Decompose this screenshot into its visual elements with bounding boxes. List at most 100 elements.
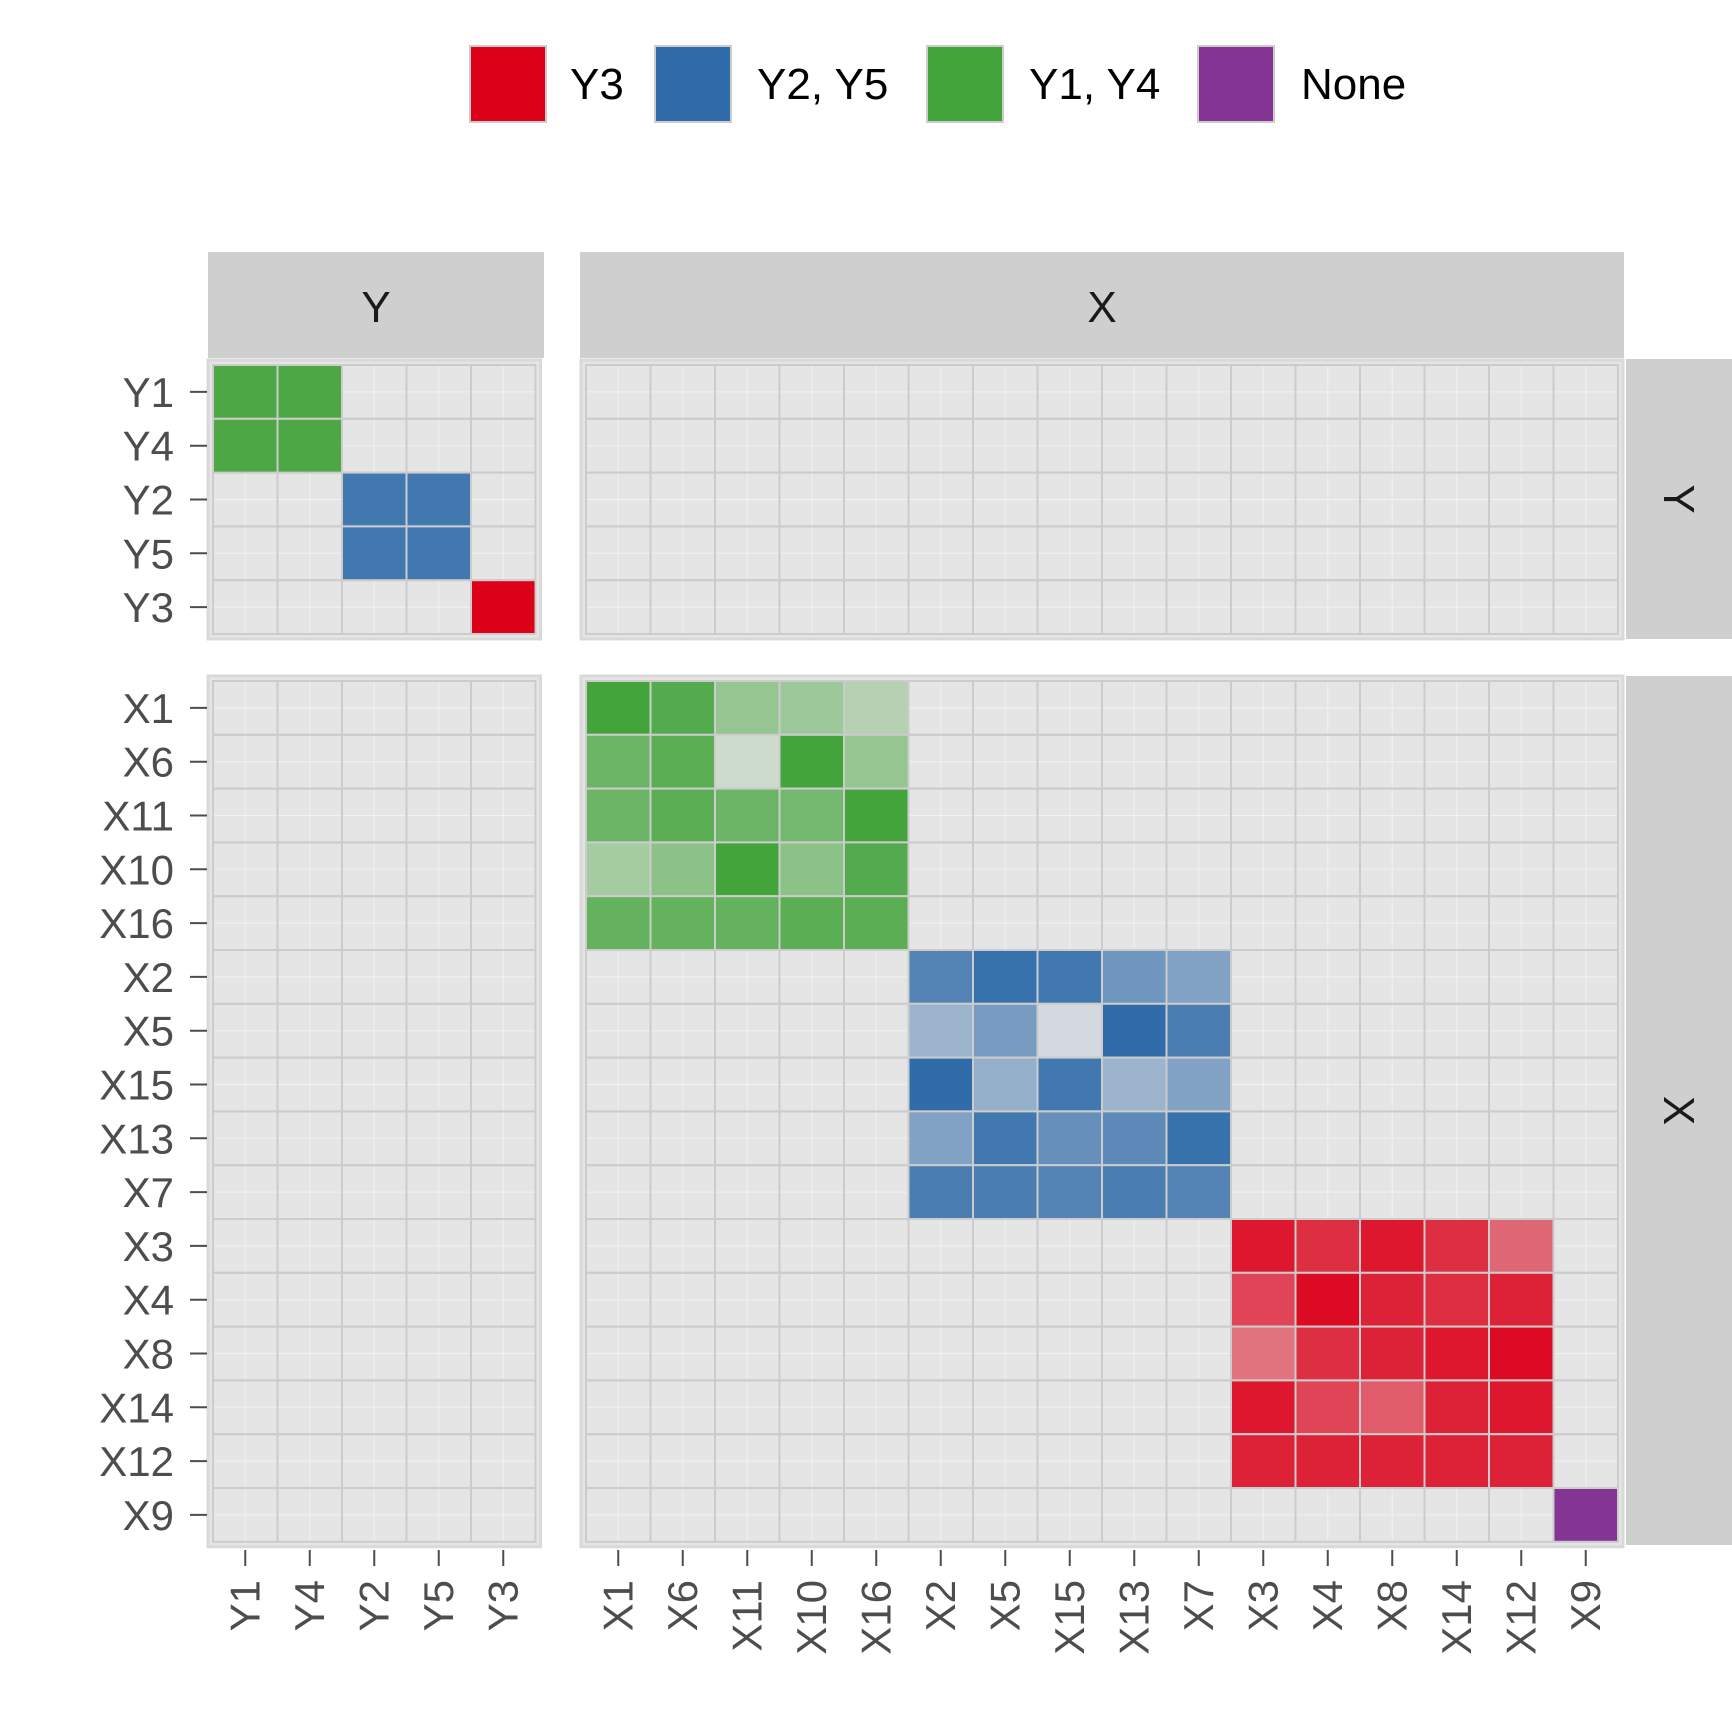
heatmap-cell-X3-X14 <box>1423 1218 1490 1274</box>
heatmap-cell-X16-X1 <box>585 895 652 952</box>
heatmap-cell-X13-X5 <box>972 1110 1039 1167</box>
legend-label-1: Y2, Y5 <box>757 60 888 109</box>
x-tick-label-X16: X16 <box>852 1580 899 1655</box>
y-tick-label-X11: X11 <box>102 793 174 840</box>
x-tick-label-X3: X3 <box>1239 1580 1286 1631</box>
heatmap-cell-X3-X12 <box>1488 1218 1555 1274</box>
y-tick-label-X12: X12 <box>99 1438 174 1485</box>
heatmap-cell-Y2-Y2 <box>341 471 408 528</box>
top-strip-label-X: X <box>1087 283 1116 332</box>
heatmap-cell-X14-X14 <box>1423 1379 1490 1436</box>
legend: Y3 Y2, Y5 Y1, Y4 None <box>469 45 1406 123</box>
heatmap-cell-X4-X3 <box>1230 1271 1297 1328</box>
heatmap-cell-X6-X6 <box>649 733 716 790</box>
heatmap-cell-X2-X2 <box>907 949 974 1005</box>
x-tick-label-X15: X15 <box>1046 1580 1093 1655</box>
x-tick-label-X9: X9 <box>1562 1580 1609 1631</box>
heatmap-cell-X6-X1 <box>585 733 652 790</box>
heatmap-cell-X8-X14 <box>1423 1325 1490 1382</box>
heatmap-cell-X10-X1 <box>585 841 652 898</box>
x-tick-label-X14: X14 <box>1433 1580 1480 1655</box>
grid-cell <box>1552 579 1619 636</box>
x-tick-label-X12: X12 <box>1497 1580 1544 1655</box>
heatmap-cell-X12-X3 <box>1230 1433 1297 1489</box>
heatmap-cell-X13-X7 <box>1165 1110 1232 1167</box>
heatmap-cell-X10-X16 <box>843 841 910 898</box>
legend-swatch-2 <box>926 45 1004 123</box>
side-strip-X <box>1626 676 1732 1545</box>
y-tick-label-X8: X8 <box>123 1331 174 1378</box>
heatmap-cell-X3-X4 <box>1294 1218 1361 1274</box>
heatmap-cell-X11-X11 <box>714 787 781 844</box>
legend-label-0: Y3 <box>570 60 624 109</box>
heatmap-cell-X16-X16 <box>843 895 910 952</box>
y-tick-label-Y3: Y3 <box>123 584 174 631</box>
y-tick-label-Y4: Y4 <box>123 423 174 470</box>
heatmap-cell-X8-X8 <box>1359 1325 1426 1382</box>
heatmap-cell-X10-X10 <box>778 841 845 898</box>
x-tick-label-X8: X8 <box>1368 1580 1415 1631</box>
x-tick-label-X11: X11 <box>723 1580 770 1652</box>
heatmap-cell-X1-X10 <box>778 680 845 736</box>
y-tick-label-X3: X3 <box>123 1223 174 1270</box>
x-tick-label-Y5: Y5 <box>415 1580 462 1631</box>
x-tick-label-X2: X2 <box>917 1580 964 1631</box>
heatmap-cell-X10-X6 <box>649 841 716 898</box>
heatmap-cell-X7-X5 <box>972 1164 1039 1220</box>
top-strip-X <box>580 252 1624 358</box>
legend-swatch-3 <box>1197 45 1275 123</box>
heatmap-cell-X4-X14 <box>1423 1271 1490 1328</box>
heatmap-cell-X7-X13 <box>1101 1164 1168 1220</box>
heatmap-cell-X5-X13 <box>1101 1002 1168 1059</box>
heatmap-cell-X14-X3 <box>1230 1379 1297 1436</box>
x-tick-label-X4: X4 <box>1304 1580 1351 1631</box>
heatmap-cell-X3-X3 <box>1230 1218 1297 1274</box>
x-axis-ticks: Y1 Y4 Y2 Y5 Y3 X1 X6 X11 X10 X16 X2 X5 X15 X13 X7 X3 X4 X… <box>221 1550 1609 1655</box>
heatmap-cell-X16-X10 <box>778 895 845 952</box>
heatmap-cell-Y5-Y2 <box>341 525 408 582</box>
heatmap-cell-X5-X2 <box>907 1002 974 1059</box>
heatmap-cell-X13-X15 <box>1036 1110 1103 1167</box>
y-tick-label-Y1: Y1 <box>123 369 174 416</box>
heatmap-cell-Y4-Y4 <box>276 417 343 474</box>
heatmap-cell-X9-X9 <box>1552 1487 1619 1543</box>
heatmap-cell-X11-X6 <box>649 787 716 844</box>
y-tick-label-X6: X6 <box>123 739 174 786</box>
heatmap-cell-X3-X8 <box>1359 1218 1426 1274</box>
grid-cell <box>470 1487 537 1543</box>
heatmap-cell-X15-X7 <box>1165 1056 1232 1113</box>
heatmap-cell-X4-X4 <box>1294 1271 1361 1328</box>
heatmap-cell-Y1-Y4 <box>276 364 343 420</box>
y-tick-label-Y2: Y2 <box>123 477 174 524</box>
heatmap-cell-X4-X12 <box>1488 1271 1555 1328</box>
legend-swatch-1 <box>654 45 732 123</box>
x-tick-label-Y4: Y4 <box>286 1580 333 1631</box>
heatmap-cell-X12-X12 <box>1488 1433 1555 1489</box>
heatmap-cell-X12-X14 <box>1423 1433 1490 1489</box>
heatmap-cell-X6-X10 <box>778 733 845 790</box>
heatmap-cell-X1-X16 <box>843 680 910 736</box>
y-tick-label-X16: X16 <box>99 900 174 947</box>
heatmap-cell-X4-X8 <box>1359 1271 1426 1328</box>
heatmap-cell-X5-X15 <box>1036 1002 1103 1059</box>
heatmap-cell-X12-X4 <box>1294 1433 1361 1489</box>
heatmap-cell-X2-X7 <box>1165 949 1232 1005</box>
x-tick-label-X1: X1 <box>594 1580 641 1631</box>
x-tick-label-X7: X7 <box>1175 1580 1222 1631</box>
heatmap-cell-X8-X3 <box>1230 1325 1297 1382</box>
y-tick-label-X15: X15 <box>99 1062 174 1109</box>
heatmap-cell-X12-X8 <box>1359 1433 1426 1489</box>
x-tick-label-Y1: Y1 <box>221 1580 268 1631</box>
heatmap-cell-Y4-Y1 <box>212 417 279 474</box>
legend-swatch-0 <box>469 45 547 123</box>
top-strip-Y <box>208 252 544 358</box>
heatmap-cell-Y1-Y1 <box>212 364 279 420</box>
y-tick-label-X7: X7 <box>123 1169 174 1216</box>
heatmap-cell-X1-X11 <box>714 680 781 736</box>
heatmap-cell-X11-X1 <box>585 787 652 844</box>
side-strip-label-X: X <box>1654 1096 1703 1125</box>
heatmap-cell-Y5-Y5 <box>405 525 472 582</box>
heatmap-cell-Y3-Y3 <box>470 579 537 636</box>
y-tick-label-X14: X14 <box>99 1384 174 1431</box>
x-tick-label-X10: X10 <box>788 1580 835 1655</box>
